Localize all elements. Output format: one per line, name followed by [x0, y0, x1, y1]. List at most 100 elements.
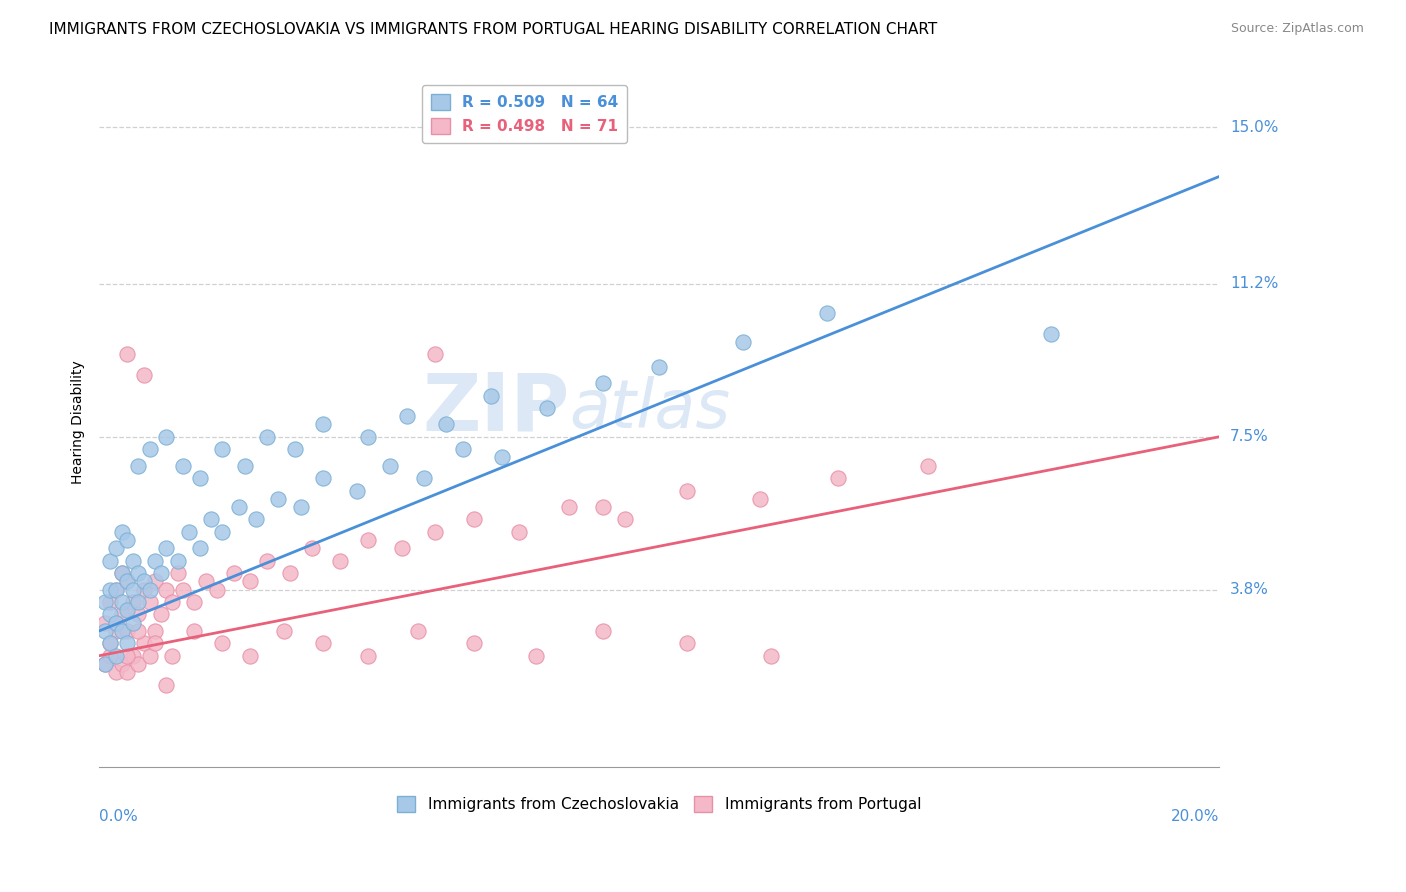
- Point: [312, 636, 335, 650]
- Point: [127, 458, 149, 473]
- Point: [733, 334, 755, 349]
- Point: [110, 657, 132, 671]
- Point: [200, 512, 222, 526]
- Point: [132, 574, 155, 589]
- Point: [121, 582, 143, 597]
- Point: [143, 624, 166, 638]
- Point: [155, 582, 177, 597]
- Point: [104, 582, 127, 597]
- Point: [748, 491, 770, 506]
- Point: [98, 636, 121, 650]
- Point: [155, 678, 177, 692]
- Point: [423, 347, 446, 361]
- Point: [408, 624, 430, 638]
- Point: [491, 450, 513, 465]
- Point: [149, 607, 172, 622]
- Point: [183, 624, 205, 638]
- Point: [508, 524, 530, 539]
- Point: [115, 636, 138, 650]
- Point: [115, 533, 138, 547]
- Point: [132, 582, 155, 597]
- Point: [110, 607, 132, 622]
- Point: [93, 657, 115, 671]
- Point: [172, 458, 194, 473]
- Point: [104, 582, 127, 597]
- Point: [177, 524, 200, 539]
- Point: [127, 657, 149, 671]
- Point: [256, 554, 278, 568]
- Point: [166, 566, 188, 581]
- Point: [380, 458, 402, 473]
- Point: [183, 595, 205, 609]
- Point: [827, 471, 849, 485]
- Point: [115, 347, 138, 361]
- Point: [138, 648, 160, 663]
- Point: [155, 541, 177, 556]
- Point: [228, 500, 250, 514]
- Point: [536, 401, 558, 415]
- Point: [172, 582, 194, 597]
- Text: 3.8%: 3.8%: [1230, 582, 1270, 597]
- Point: [357, 648, 380, 663]
- Point: [463, 512, 485, 526]
- Point: [676, 483, 699, 498]
- Point: [278, 566, 301, 581]
- Point: [412, 471, 434, 485]
- Text: ZIP: ZIP: [422, 369, 569, 448]
- Point: [149, 566, 172, 581]
- Point: [143, 636, 166, 650]
- Point: [759, 648, 782, 663]
- Point: [115, 665, 138, 680]
- Point: [423, 524, 446, 539]
- Point: [592, 500, 614, 514]
- Point: [104, 615, 127, 630]
- Point: [256, 430, 278, 444]
- Point: [239, 648, 262, 663]
- Point: [211, 636, 233, 650]
- Point: [110, 524, 132, 539]
- Point: [284, 442, 307, 457]
- Point: [233, 458, 256, 473]
- Text: 0.0%: 0.0%: [100, 809, 138, 823]
- Point: [396, 409, 419, 424]
- Point: [160, 648, 183, 663]
- Point: [104, 615, 127, 630]
- Point: [357, 430, 380, 444]
- Point: [434, 417, 457, 432]
- Point: [127, 607, 149, 622]
- Text: 11.2%: 11.2%: [1230, 277, 1278, 292]
- Point: [121, 595, 143, 609]
- Point: [115, 624, 138, 638]
- Point: [98, 554, 121, 568]
- Point: [121, 648, 143, 663]
- Point: [267, 491, 290, 506]
- Text: 20.0%: 20.0%: [1171, 809, 1219, 823]
- Point: [592, 624, 614, 638]
- Point: [98, 607, 121, 622]
- Point: [188, 541, 211, 556]
- Point: [115, 603, 138, 617]
- Point: [676, 636, 699, 650]
- Point: [346, 483, 368, 498]
- Point: [138, 582, 160, 597]
- Point: [104, 665, 127, 680]
- Point: [357, 533, 380, 547]
- Point: [194, 574, 217, 589]
- Point: [188, 471, 211, 485]
- Point: [648, 359, 671, 374]
- Point: [98, 595, 121, 609]
- Point: [329, 554, 352, 568]
- Point: [524, 648, 547, 663]
- Point: [115, 574, 138, 589]
- Point: [127, 624, 149, 638]
- Point: [312, 417, 335, 432]
- Point: [98, 636, 121, 650]
- Point: [290, 500, 312, 514]
- Point: [93, 657, 115, 671]
- Point: [614, 512, 637, 526]
- Point: [93, 615, 115, 630]
- Point: [115, 574, 138, 589]
- Text: Source: ZipAtlas.com: Source: ZipAtlas.com: [1230, 22, 1364, 36]
- Point: [239, 574, 262, 589]
- Point: [301, 541, 323, 556]
